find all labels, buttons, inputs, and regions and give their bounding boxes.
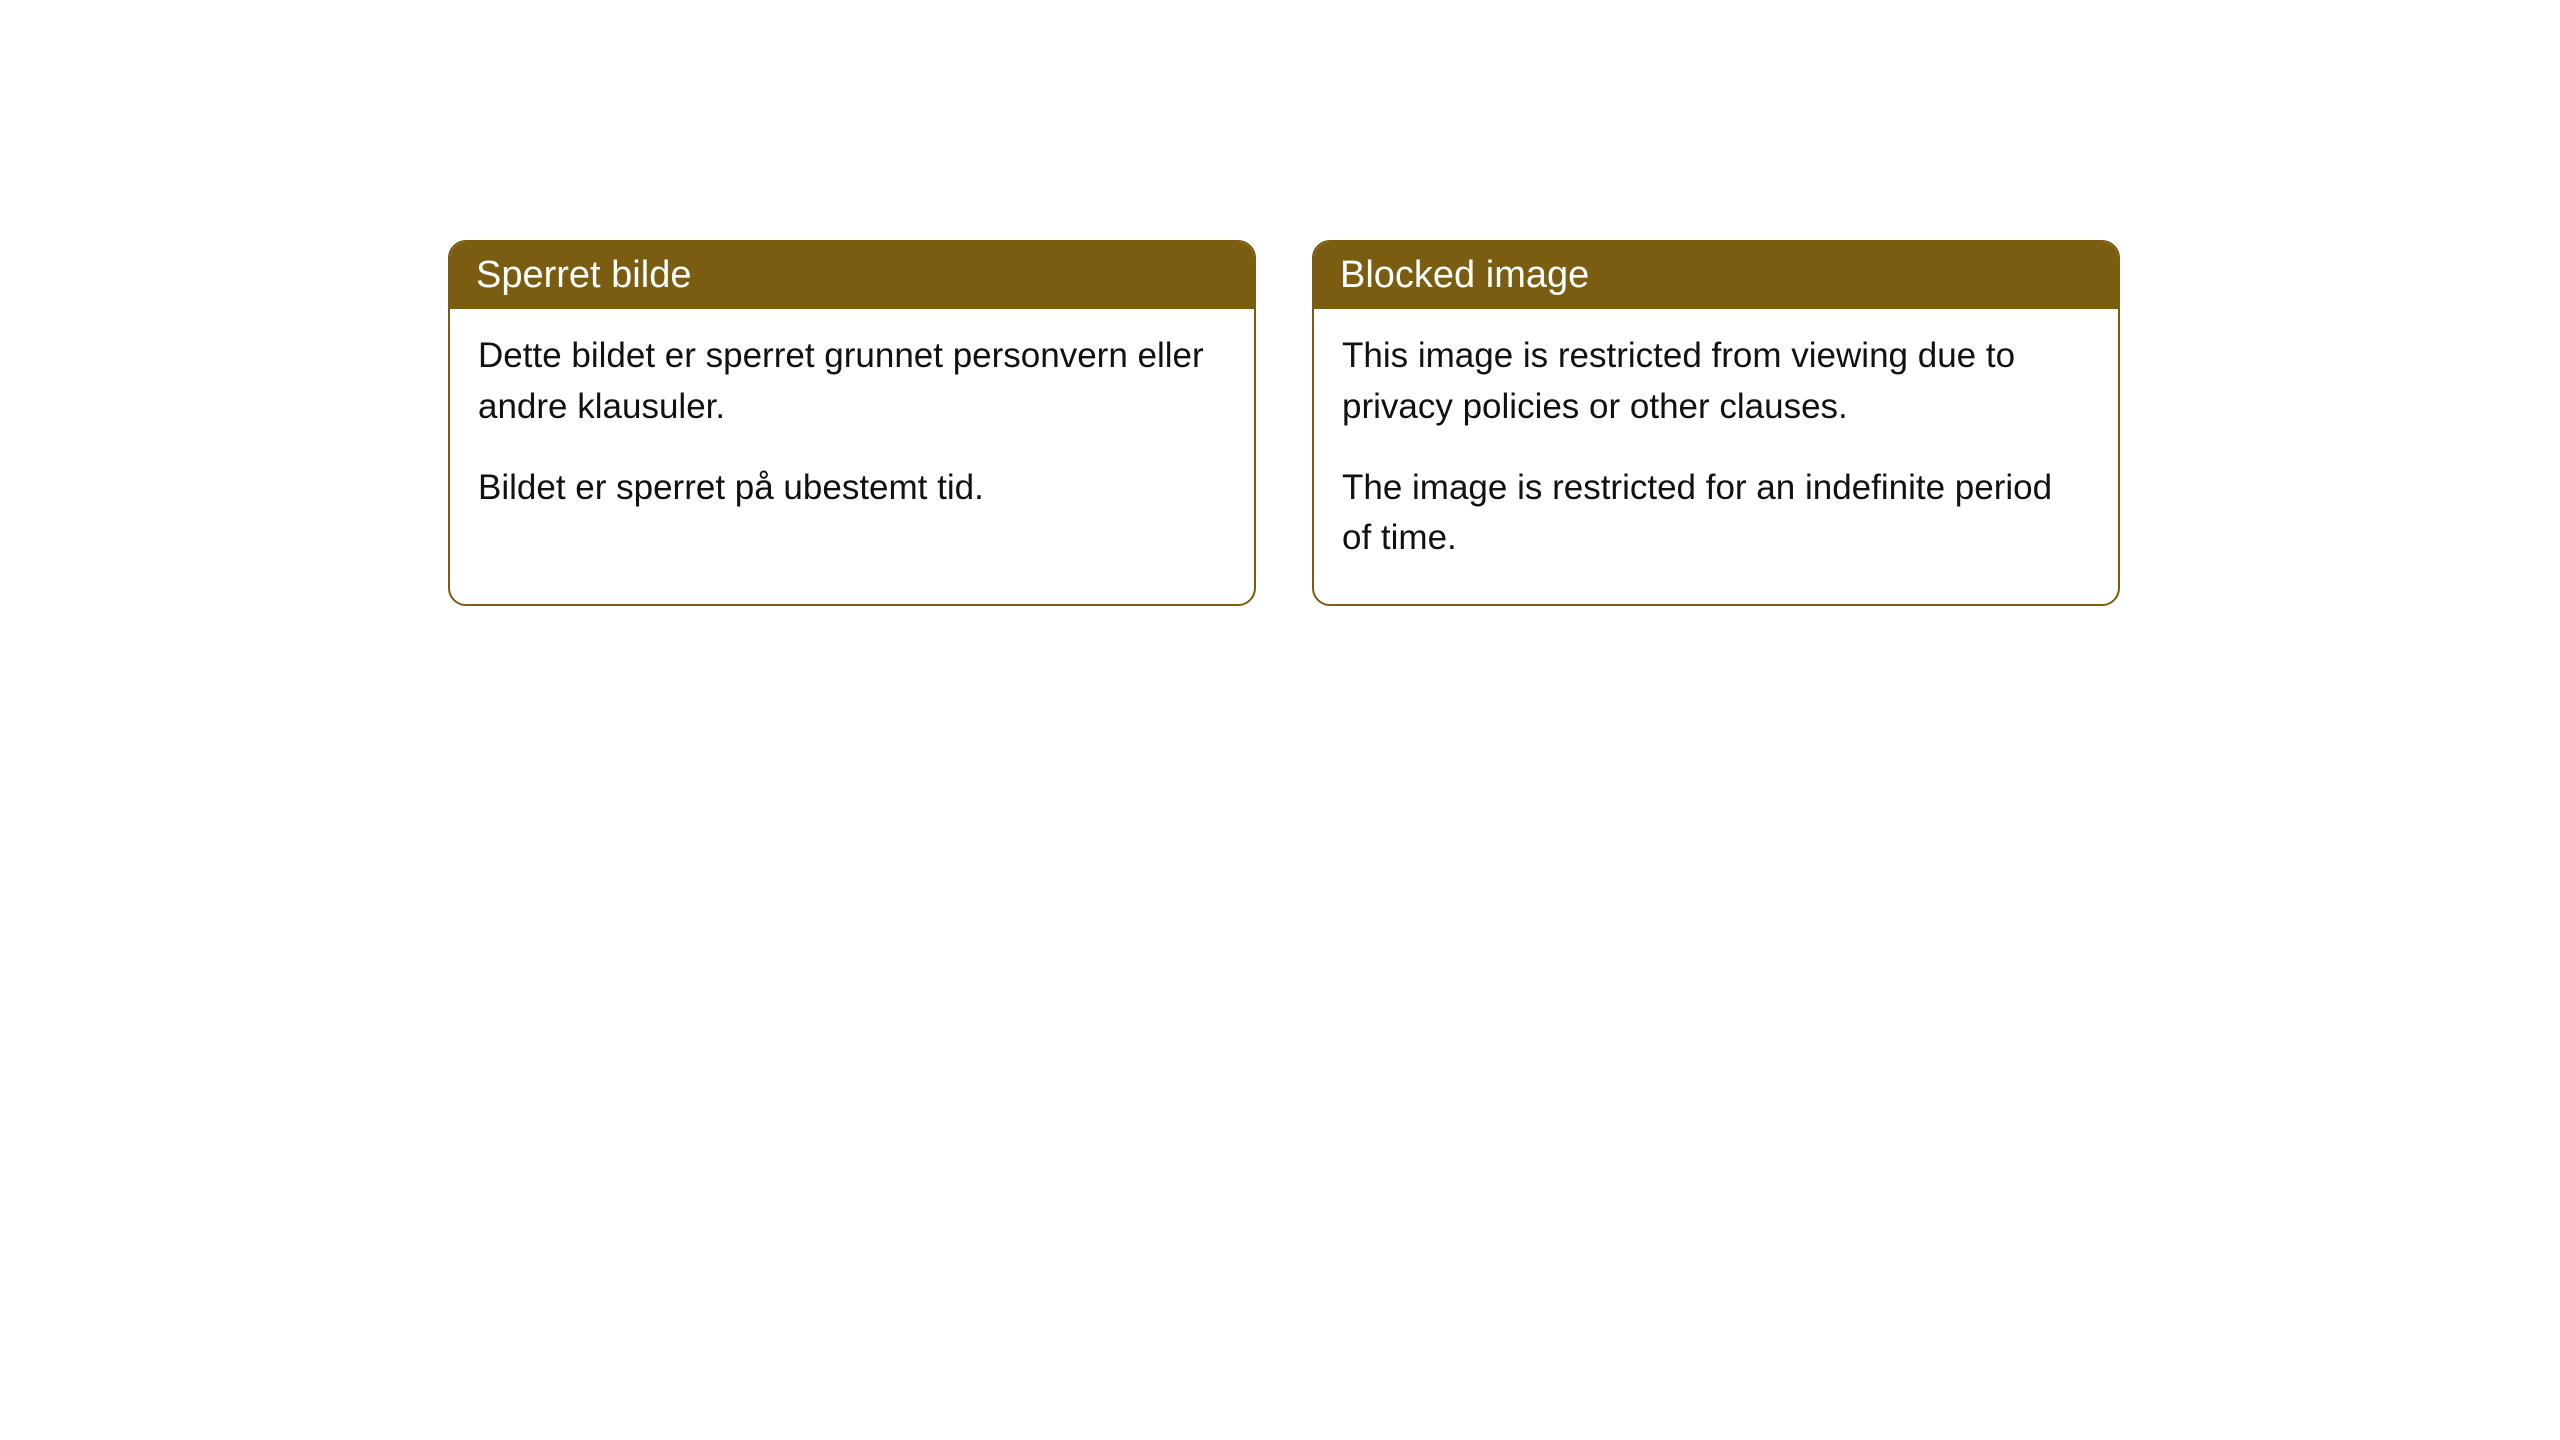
card-paragraph: The image is restricted for an indefinit… — [1342, 463, 2090, 565]
card-title: Blocked image — [1340, 254, 1589, 296]
card-title: Sperret bilde — [476, 254, 691, 296]
blocked-image-card-english: Blocked image This image is restricted f… — [1312, 240, 2120, 606]
card-header-norwegian: Sperret bilde — [450, 242, 1254, 309]
card-header-english: Blocked image — [1314, 242, 2118, 309]
cards-container: Sperret bilde Dette bildet er sperret gr… — [448, 240, 2120, 606]
card-paragraph: This image is restricted from viewing du… — [1342, 331, 2090, 433]
card-body-norwegian: Dette bildet er sperret grunnet personve… — [450, 309, 1254, 553]
card-body-english: This image is restricted from viewing du… — [1314, 309, 2118, 604]
card-paragraph: Bildet er sperret på ubestemt tid. — [478, 463, 1226, 514]
blocked-image-card-norwegian: Sperret bilde Dette bildet er sperret gr… — [448, 240, 1256, 606]
card-paragraph: Dette bildet er sperret grunnet personve… — [478, 331, 1226, 433]
